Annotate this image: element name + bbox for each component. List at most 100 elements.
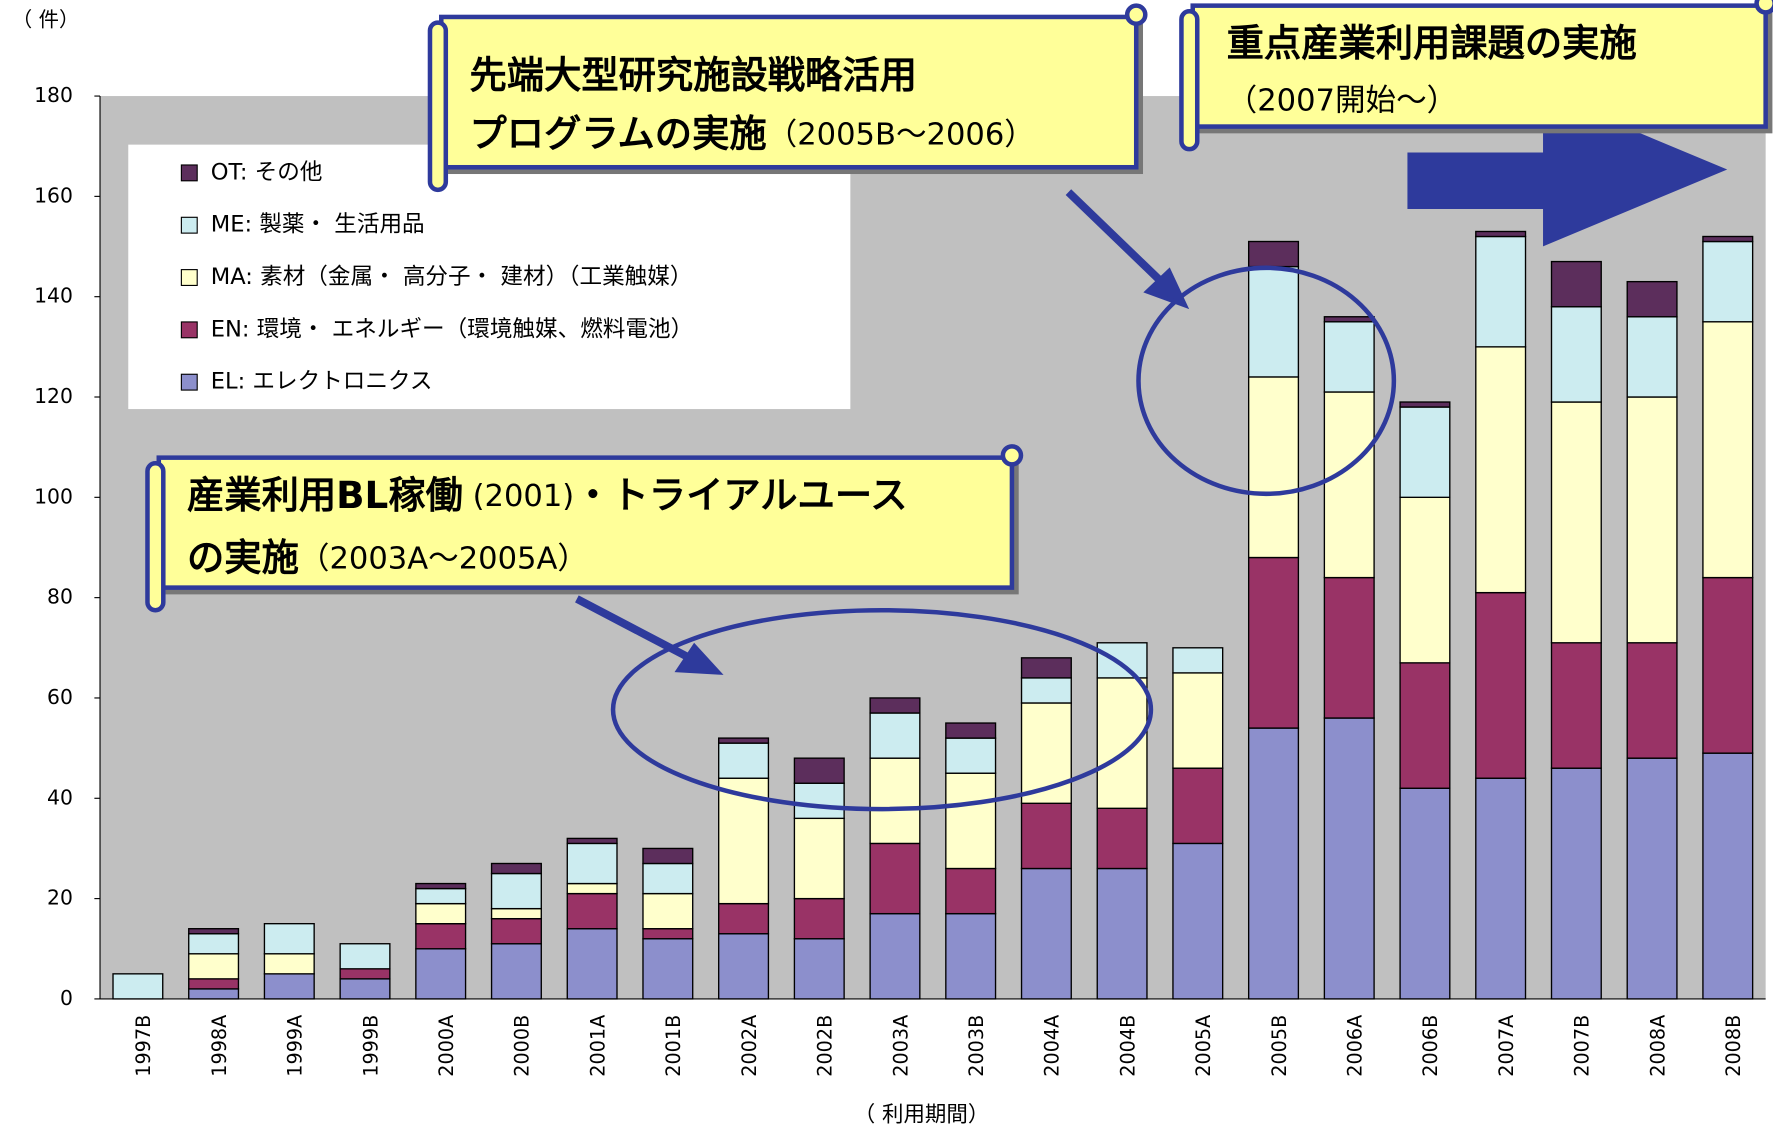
x-tick-label: 2007B — [1571, 1015, 1594, 1077]
y-tick-label: 20 — [47, 886, 73, 910]
bar-segment — [718, 902, 770, 935]
y-tick-label: 100 — [34, 484, 73, 508]
legend-box — [128, 144, 851, 410]
x-tick-label: 2001A — [586, 1015, 609, 1077]
callout-segment: （2007開始～） — [1227, 83, 1458, 118]
x-tick-label: 2000A — [435, 1015, 458, 1077]
bar-segment — [793, 757, 845, 784]
bars-layer: 0 20 40 60 80 100 120 140 160 180 1997B 1998A 1999A 1… — [34, 83, 1766, 1077]
x-tick-label: 2006A — [1344, 1015, 1367, 1077]
callout-text: 産業利用BL稼働 (2001)・トライアルユース — [187, 473, 908, 517]
bar-segment — [869, 712, 921, 759]
bar-segment — [490, 917, 542, 945]
scroll-curl — [1124, 3, 1148, 26]
bar-segment — [945, 772, 997, 870]
bar-segment — [1172, 767, 1224, 845]
bar-segment — [1475, 230, 1527, 238]
bar-segment — [1702, 576, 1754, 754]
y-unit-label: （ 件） — [12, 7, 79, 31]
x-tick-label: 2001B — [662, 1015, 685, 1077]
bar-segment — [718, 742, 770, 779]
bar-segment — [188, 988, 240, 1000]
highlight-ellipse — [610, 607, 1154, 812]
big-arrow — [1407, 92, 1728, 247]
bar-segment — [945, 867, 997, 915]
bar-segment — [1247, 376, 1300, 559]
callout-text: の実施（2003A～2005A） — [187, 535, 588, 579]
scroll-edge — [427, 20, 449, 193]
bar-segment — [1475, 235, 1527, 348]
bar-segment — [869, 697, 921, 714]
bar-segment — [1550, 306, 1602, 403]
bar-segment — [490, 862, 542, 875]
bar-segment — [1247, 265, 1300, 378]
callout-segment: の実施 — [187, 535, 299, 579]
bar-segment — [415, 923, 467, 950]
bar-segment — [1323, 576, 1375, 719]
x-tick-label: 2008B — [1722, 1015, 1745, 1077]
callout-segment: 重点産業利用課題の実施 — [1227, 21, 1637, 65]
bar-segment — [869, 757, 921, 845]
y-tick-label: 160 — [34, 183, 73, 207]
bar-segment — [1247, 727, 1300, 1000]
bar-segment — [1247, 556, 1300, 729]
x-tick-label: 2006B — [1419, 1015, 1442, 1077]
bar-segment — [1475, 346, 1527, 594]
bar-segment — [718, 777, 770, 905]
y-tick-label: 120 — [34, 384, 73, 408]
bar-segment — [718, 933, 770, 1000]
bar-segment — [263, 923, 315, 955]
bar-segment — [566, 928, 618, 1000]
legend-label: OT: その他 — [211, 159, 323, 185]
bar-segment — [566, 842, 618, 885]
callout-box — [1190, 3, 1768, 129]
bar-segment — [1323, 717, 1375, 1000]
bar-segment — [642, 892, 694, 930]
bar-segment — [1702, 240, 1754, 323]
bar-segment — [415, 948, 467, 1000]
bar-segment — [1550, 401, 1602, 644]
bar-segment — [490, 872, 542, 910]
bar-segment — [566, 837, 618, 845]
legend-label: EL: エレクトロニクス — [211, 369, 433, 395]
bar-segment — [1096, 677, 1148, 809]
x-tick-label: 2005A — [1192, 1015, 1215, 1077]
scroll-curl — [1000, 444, 1024, 467]
callout-segment: ・トライアルユース — [574, 473, 907, 517]
x-tick-label: 2008A — [1646, 1015, 1669, 1077]
bar-segment — [490, 943, 542, 1000]
legend-label: ME: 製薬・ 生活用品 — [211, 212, 425, 238]
bar-segment — [1247, 240, 1300, 268]
bar-segment — [1096, 642, 1148, 679]
bar-segment — [566, 882, 618, 895]
bar-segment — [945, 722, 997, 739]
callout-segment: （2005B～2006） — [767, 117, 1035, 152]
x-tick-label: 1999A — [284, 1015, 307, 1077]
bar-segment — [263, 973, 315, 1000]
bar-segment — [1702, 321, 1754, 579]
bar-segment — [1550, 642, 1602, 769]
bar-segment — [793, 817, 845, 900]
highlight-ellipse — [1136, 265, 1397, 497]
bar-segment — [1626, 396, 1678, 644]
decorations — [575, 92, 1728, 812]
bar-segment — [188, 978, 240, 990]
x-tick-label: 2003A — [889, 1015, 912, 1077]
arrow-line — [1065, 189, 1168, 288]
x-tick-label: 2005B — [1268, 1015, 1291, 1077]
y-tick-label: 0 — [60, 986, 73, 1010]
bar-segment — [415, 887, 467, 905]
legend-label: EN: 環境・ エネルギー（環境触媒、燃料電池） — [211, 316, 693, 342]
bar-segment — [1172, 647, 1224, 674]
bar-segment — [1399, 406, 1451, 499]
x-tick-label: 2000B — [511, 1015, 534, 1077]
x-tick-label: 2003B — [965, 1015, 988, 1077]
legend-label: MA: 素材（金属・ 高分子・ 建材）（工業触媒） — [211, 264, 693, 290]
bar-segment — [1550, 767, 1602, 1000]
arrow-head — [1143, 267, 1190, 310]
bar-segment — [642, 862, 694, 895]
bar-segment — [1399, 401, 1451, 408]
y-tick-label: 140 — [34, 284, 73, 308]
callout-segment: 先端大型研究施設戦略活用 — [470, 52, 917, 96]
